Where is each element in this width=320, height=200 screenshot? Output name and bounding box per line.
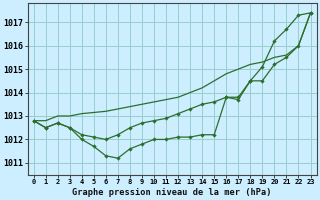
X-axis label: Graphe pression niveau de la mer (hPa): Graphe pression niveau de la mer (hPa): [72, 188, 272, 197]
